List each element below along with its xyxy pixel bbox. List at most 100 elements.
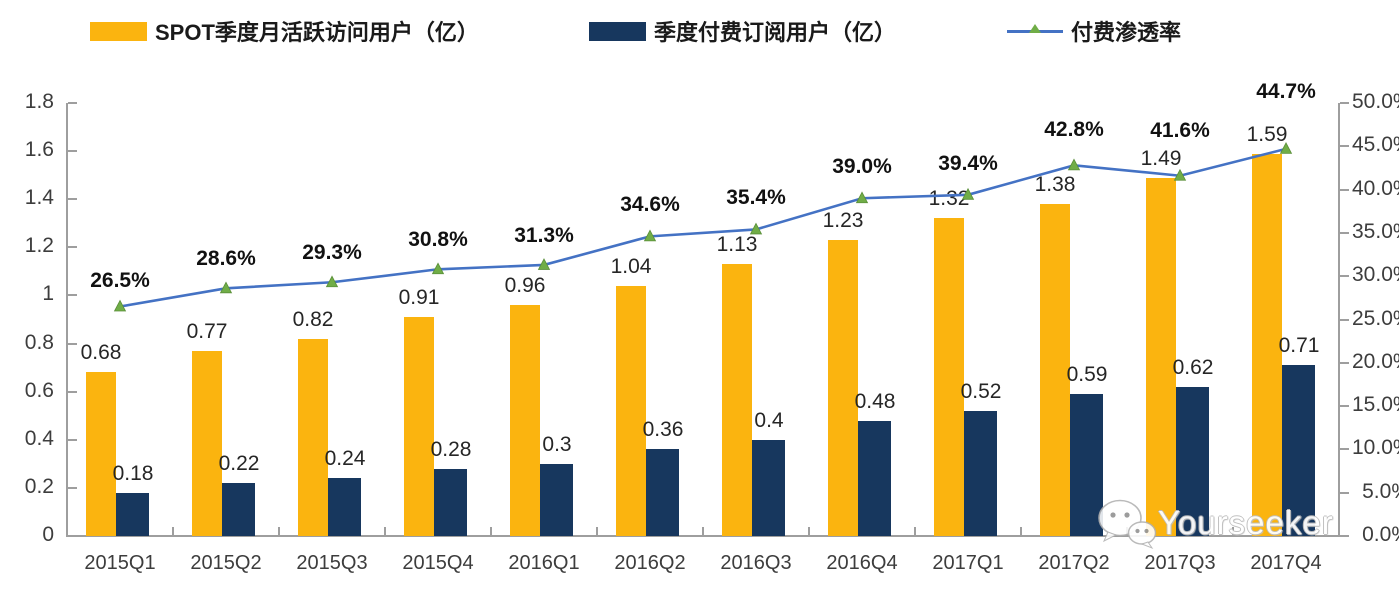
penetration-marker <box>643 229 657 242</box>
mau-bar <box>828 240 858 536</box>
penetration-value-label: 41.6% <box>1150 118 1210 142</box>
penetration-value-label: 29.3% <box>302 241 362 265</box>
mau-value-label: 1.32 <box>928 187 970 211</box>
right-axis-tick <box>1340 361 1349 364</box>
penetration-marker <box>855 191 869 204</box>
penetration-legend-line <box>1007 23 1063 33</box>
penetration-value-label: 26.5% <box>90 268 150 292</box>
x-axis-label: 2016Q1 <box>508 552 580 574</box>
left-axis-tick-label: 1.6 <box>24 138 54 162</box>
penetration-marker <box>1173 168 1187 181</box>
mau-value-label: 1.13 <box>716 233 758 257</box>
right-axis-tick-label: 10.0% <box>1352 436 1399 460</box>
subscribers-bar <box>646 449 679 536</box>
penetration-legend-label: 付费渗透率 <box>1071 20 1182 45</box>
left-axis-tick-label: 0.4 <box>24 426 54 450</box>
subscribers-value-label: 0.48 <box>854 389 896 413</box>
x-axis-tick <box>384 527 386 536</box>
left-axis-tick-label: 0 <box>42 523 54 546</box>
x-axis-tick <box>490 527 492 536</box>
right-axis-tick <box>1340 448 1349 451</box>
penetration-marker <box>219 281 233 294</box>
subscribers-value-label: 0.4 <box>754 408 784 432</box>
mau-value-label: 0.77 <box>186 319 228 343</box>
left-axis-tick <box>68 102 77 104</box>
left-axis-tick <box>68 246 77 249</box>
left-axis-tick <box>68 438 77 441</box>
penetration-value-label: 31.3% <box>514 223 574 247</box>
subscribers-bar <box>964 410 997 536</box>
left-axis-tick <box>68 294 77 297</box>
left-axis-tick <box>68 342 77 345</box>
right-axis-tick-label: 30.0% <box>1352 263 1399 287</box>
right-axis-tick-label: 5.0% <box>1362 479 1399 503</box>
mau-bar <box>192 350 222 536</box>
x-axis-label: 2016Q4 <box>826 552 898 574</box>
mau-value-label: 1.23 <box>822 209 864 233</box>
x-axis-line <box>66 535 1341 537</box>
triangle-marker-icon <box>1029 23 1041 33</box>
x-axis-tick <box>702 527 704 536</box>
subscribers-value-label: 0.24 <box>324 447 366 471</box>
x-axis-tick <box>808 527 810 536</box>
left-axis-tick-label: 1.8 <box>24 90 54 113</box>
watermark: Yourseeker <box>1096 496 1334 550</box>
subscribers-value-label: 0.18 <box>112 461 154 485</box>
legend-item-mau: SPOT季度月活跃访问用户（亿） <box>90 16 479 46</box>
left-axis-tick-label: 1.4 <box>24 186 54 210</box>
penetration-marker <box>1067 158 1081 171</box>
right-axis-tick-label: 40.0% <box>1352 176 1399 200</box>
right-axis-tick-label: 50.0% <box>1352 90 1399 113</box>
penetration-value-label: 28.6% <box>196 247 256 271</box>
mau-value-label: 0.91 <box>398 286 440 310</box>
right-axis-tick <box>1340 275 1349 278</box>
right-axis-tick <box>1340 491 1349 494</box>
subscribers-value-label: 0.36 <box>642 418 684 442</box>
left-axis-tick <box>68 486 77 489</box>
subscribers-value-label: 0.52 <box>960 379 1002 403</box>
mau-value-label: 0.96 <box>504 274 546 298</box>
left-axis-tick <box>68 390 77 393</box>
x-axis-label: 2015Q3 <box>296 552 368 574</box>
subscribers-value-label: 0.62 <box>1172 355 1214 379</box>
subscribers-value-label: 0.28 <box>430 437 472 461</box>
right-axis-tick <box>1340 405 1349 408</box>
watermark-text: Yourseeker <box>1158 504 1334 541</box>
penetration-marker <box>113 299 127 312</box>
penetration-value-label: 35.4% <box>726 186 786 210</box>
right-axis-tick-label: 20.0% <box>1352 349 1399 373</box>
x-axis-tick <box>1338 527 1340 536</box>
subscribers-value-label: 0.59 <box>1066 363 1108 387</box>
penetration-line <box>119 147 1287 308</box>
x-axis-label: 2017Q3 <box>1144 552 1216 574</box>
left-axis-tick <box>68 198 77 201</box>
penetration-marker <box>325 275 339 288</box>
mau-value-label: 1.38 <box>1034 173 1076 197</box>
mau-value-label: 1.49 <box>1140 146 1182 170</box>
mau-bar <box>616 285 646 536</box>
mau-bar <box>722 264 752 536</box>
penetration-value-label: 42.8% <box>1044 118 1104 142</box>
right-axis-tick <box>1340 535 1349 537</box>
penetration-value-label: 39.4% <box>938 151 998 175</box>
left-axis-tick-label: 1.2 <box>24 234 54 258</box>
subscribers-value-label: 0.71 <box>1278 334 1320 358</box>
right-axis-tick-label: 0.0% <box>1362 523 1399 546</box>
mau-bar <box>510 305 540 536</box>
x-axis-label: 2017Q1 <box>932 552 1004 574</box>
subscribers-bar <box>222 483 255 536</box>
right-axis-tick-label: 25.0% <box>1352 306 1399 330</box>
x-axis-label: 2015Q4 <box>402 552 474 574</box>
legend-item-penetration: 付费渗透率 <box>1007 16 1181 46</box>
left-axis-line <box>66 103 68 537</box>
right-axis-tick <box>1340 102 1349 104</box>
mau-value-label: 0.68 <box>80 341 122 365</box>
x-axis-label: 2016Q3 <box>720 552 792 574</box>
right-axis-tick <box>1340 145 1349 148</box>
left-axis-tick <box>68 150 77 153</box>
mau-value-label: 1.59 <box>1246 122 1288 146</box>
legend-item-subscribers: 季度付费订阅用户（亿） <box>589 16 896 46</box>
subscribers-bar <box>858 420 891 536</box>
subscribers-bar <box>752 439 785 536</box>
